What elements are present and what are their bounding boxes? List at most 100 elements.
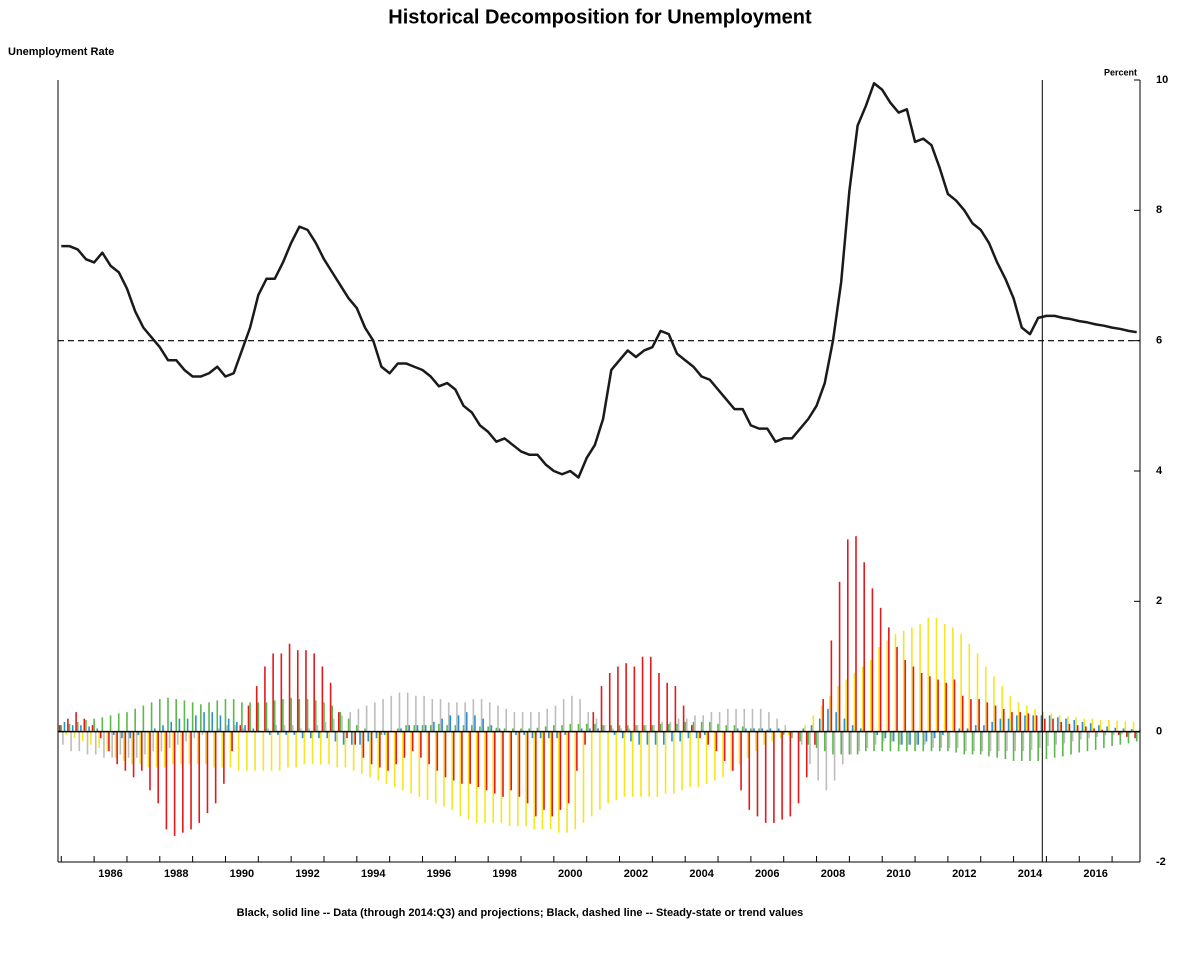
bar bbox=[898, 732, 900, 752]
bar bbox=[913, 667, 915, 732]
bar bbox=[284, 725, 286, 732]
bar bbox=[233, 699, 235, 732]
bar bbox=[326, 732, 328, 739]
bar bbox=[747, 732, 749, 758]
bar bbox=[264, 667, 266, 732]
bar bbox=[361, 732, 363, 774]
bar bbox=[1032, 715, 1034, 731]
bar bbox=[906, 732, 908, 752]
bar bbox=[532, 732, 534, 739]
bar bbox=[167, 698, 169, 732]
bar bbox=[164, 732, 166, 768]
bar bbox=[734, 725, 736, 732]
bar bbox=[1106, 726, 1108, 731]
bar bbox=[661, 722, 663, 732]
chart-subtitle: Unemployment Rate bbox=[8, 46, 114, 58]
bar bbox=[643, 725, 645, 732]
bar bbox=[320, 732, 322, 765]
bar bbox=[187, 719, 189, 732]
bar bbox=[919, 624, 921, 732]
bar bbox=[476, 732, 478, 823]
bar bbox=[1075, 717, 1077, 731]
bar bbox=[432, 699, 434, 732]
bar bbox=[402, 732, 404, 791]
bar bbox=[423, 696, 425, 732]
bar bbox=[1013, 732, 1015, 761]
bar bbox=[330, 683, 332, 732]
bar bbox=[548, 732, 550, 739]
x-tick-label: 1986 bbox=[98, 868, 122, 880]
bar bbox=[1136, 732, 1138, 742]
bar bbox=[814, 732, 816, 745]
bar bbox=[239, 725, 241, 732]
bar bbox=[343, 732, 345, 745]
bar bbox=[1080, 732, 1082, 740]
bar bbox=[1018, 702, 1020, 731]
bar bbox=[965, 732, 967, 752]
bar bbox=[69, 724, 71, 732]
bar bbox=[993, 676, 995, 731]
bar bbox=[870, 660, 872, 732]
bar bbox=[1057, 717, 1059, 731]
bar bbox=[90, 732, 92, 745]
bar bbox=[542, 732, 544, 830]
bar bbox=[842, 732, 844, 765]
bar bbox=[345, 732, 347, 768]
bar bbox=[399, 693, 401, 732]
bar bbox=[980, 732, 982, 755]
bar bbox=[1026, 706, 1028, 732]
bar bbox=[776, 719, 778, 732]
bar bbox=[161, 732, 163, 752]
bar bbox=[82, 732, 84, 742]
bar bbox=[587, 712, 589, 732]
bar bbox=[811, 725, 813, 732]
bar bbox=[177, 732, 179, 745]
bar bbox=[412, 732, 414, 752]
x-tick-label: 2016 bbox=[1083, 868, 1107, 880]
bar bbox=[93, 719, 95, 732]
bar bbox=[430, 725, 432, 732]
bar bbox=[323, 702, 325, 731]
bar bbox=[1039, 732, 1041, 748]
bar bbox=[693, 722, 695, 732]
bar bbox=[924, 732, 926, 745]
bar bbox=[973, 732, 975, 752]
bar bbox=[315, 700, 317, 731]
bar bbox=[996, 732, 998, 758]
bar bbox=[435, 732, 437, 804]
bar bbox=[497, 706, 499, 732]
bar bbox=[77, 722, 79, 732]
bar bbox=[899, 732, 901, 745]
bar bbox=[74, 732, 76, 739]
bar bbox=[166, 732, 168, 830]
bar bbox=[98, 732, 100, 748]
bar bbox=[386, 732, 388, 784]
bar bbox=[1034, 709, 1036, 732]
bar bbox=[317, 725, 319, 732]
bar bbox=[947, 732, 949, 752]
bar bbox=[872, 588, 874, 731]
bar bbox=[625, 663, 627, 731]
bar bbox=[806, 732, 808, 778]
bar bbox=[579, 699, 581, 732]
bar bbox=[960, 634, 962, 732]
bar bbox=[540, 732, 542, 739]
bar bbox=[607, 732, 609, 804]
bar bbox=[995, 706, 997, 732]
bar bbox=[72, 725, 74, 732]
bar bbox=[404, 732, 406, 758]
bar bbox=[627, 725, 629, 732]
bar bbox=[655, 732, 657, 745]
bar bbox=[648, 732, 650, 797]
y-tick-label: 10 bbox=[1156, 74, 1168, 86]
bar bbox=[873, 732, 875, 752]
bar bbox=[855, 536, 857, 732]
bar bbox=[551, 732, 553, 817]
bar bbox=[964, 732, 966, 755]
bar bbox=[111, 732, 113, 758]
bar bbox=[152, 732, 154, 752]
bar bbox=[387, 732, 389, 771]
bar bbox=[1078, 732, 1080, 753]
bar bbox=[578, 724, 580, 732]
bar bbox=[698, 732, 700, 787]
